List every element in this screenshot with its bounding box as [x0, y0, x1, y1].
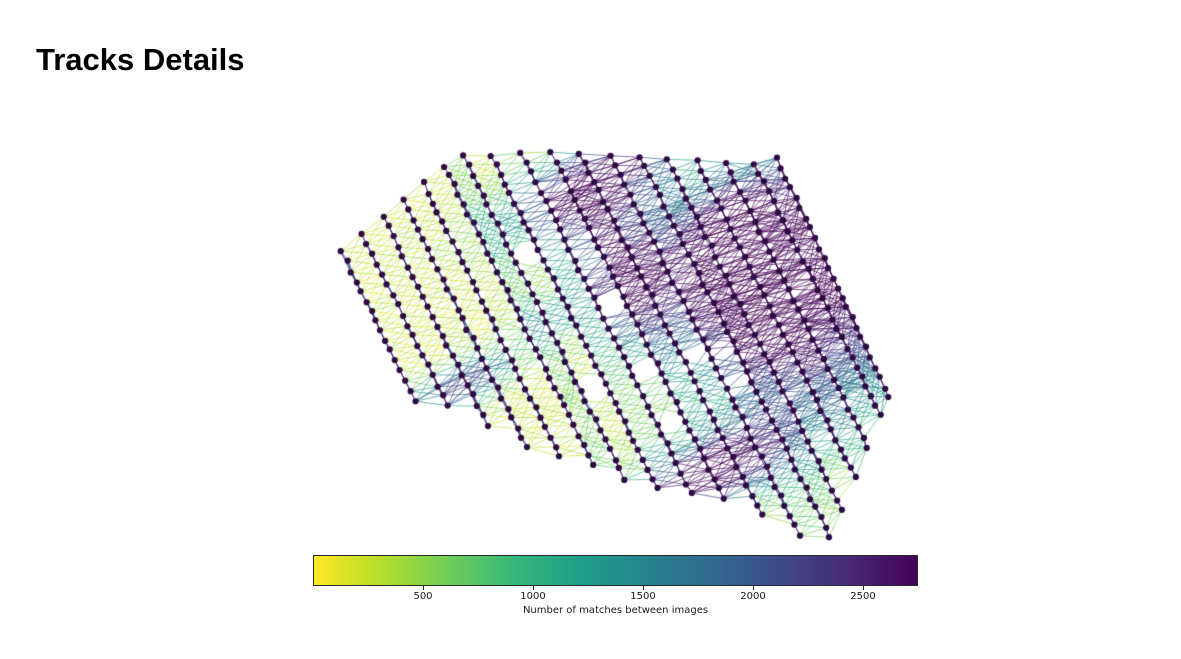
- colorbar-gradient: [313, 555, 918, 586]
- colorbar-tick-mark: [643, 586, 644, 590]
- colorbar-tick-mark: [533, 586, 534, 590]
- colorbar-tick-label: 1500: [630, 591, 656, 602]
- colorbar-tick-label: 500: [413, 591, 433, 602]
- colorbar-tick-label: 2000: [740, 591, 766, 602]
- colorbar-tick-label: 2500: [850, 591, 876, 602]
- colorbar-tick-mark: [863, 586, 864, 590]
- colorbar-tick-label: 1000: [520, 591, 546, 602]
- colorbar: 500 1000 1500 2000 2500 Number of matches be…: [313, 555, 918, 621]
- colorbar-tick-mark: [423, 586, 424, 590]
- colorbar-tick-mark: [753, 586, 754, 590]
- colorbar-axis-label: Number of matches between images: [522, 605, 709, 616]
